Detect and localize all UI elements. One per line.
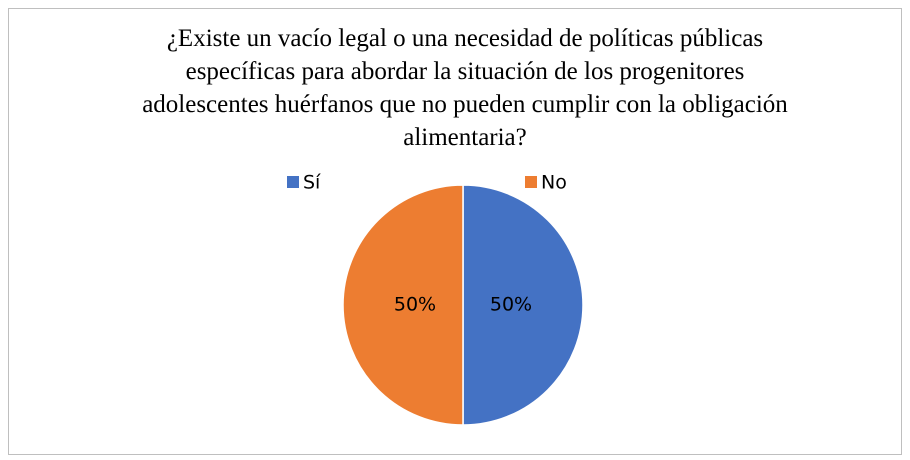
pie-slice [342, 184, 464, 426]
legend-label: Sí [303, 172, 321, 194]
data-label: 50% [490, 294, 532, 316]
legend-swatch [525, 176, 537, 188]
pie-slice [462, 184, 584, 426]
legend-label: No [541, 172, 567, 194]
legend-swatch [287, 176, 299, 188]
chart-title: ¿Existe un vacío legal o una necesidad d… [142, 25, 788, 151]
data-label: 50% [394, 294, 436, 316]
